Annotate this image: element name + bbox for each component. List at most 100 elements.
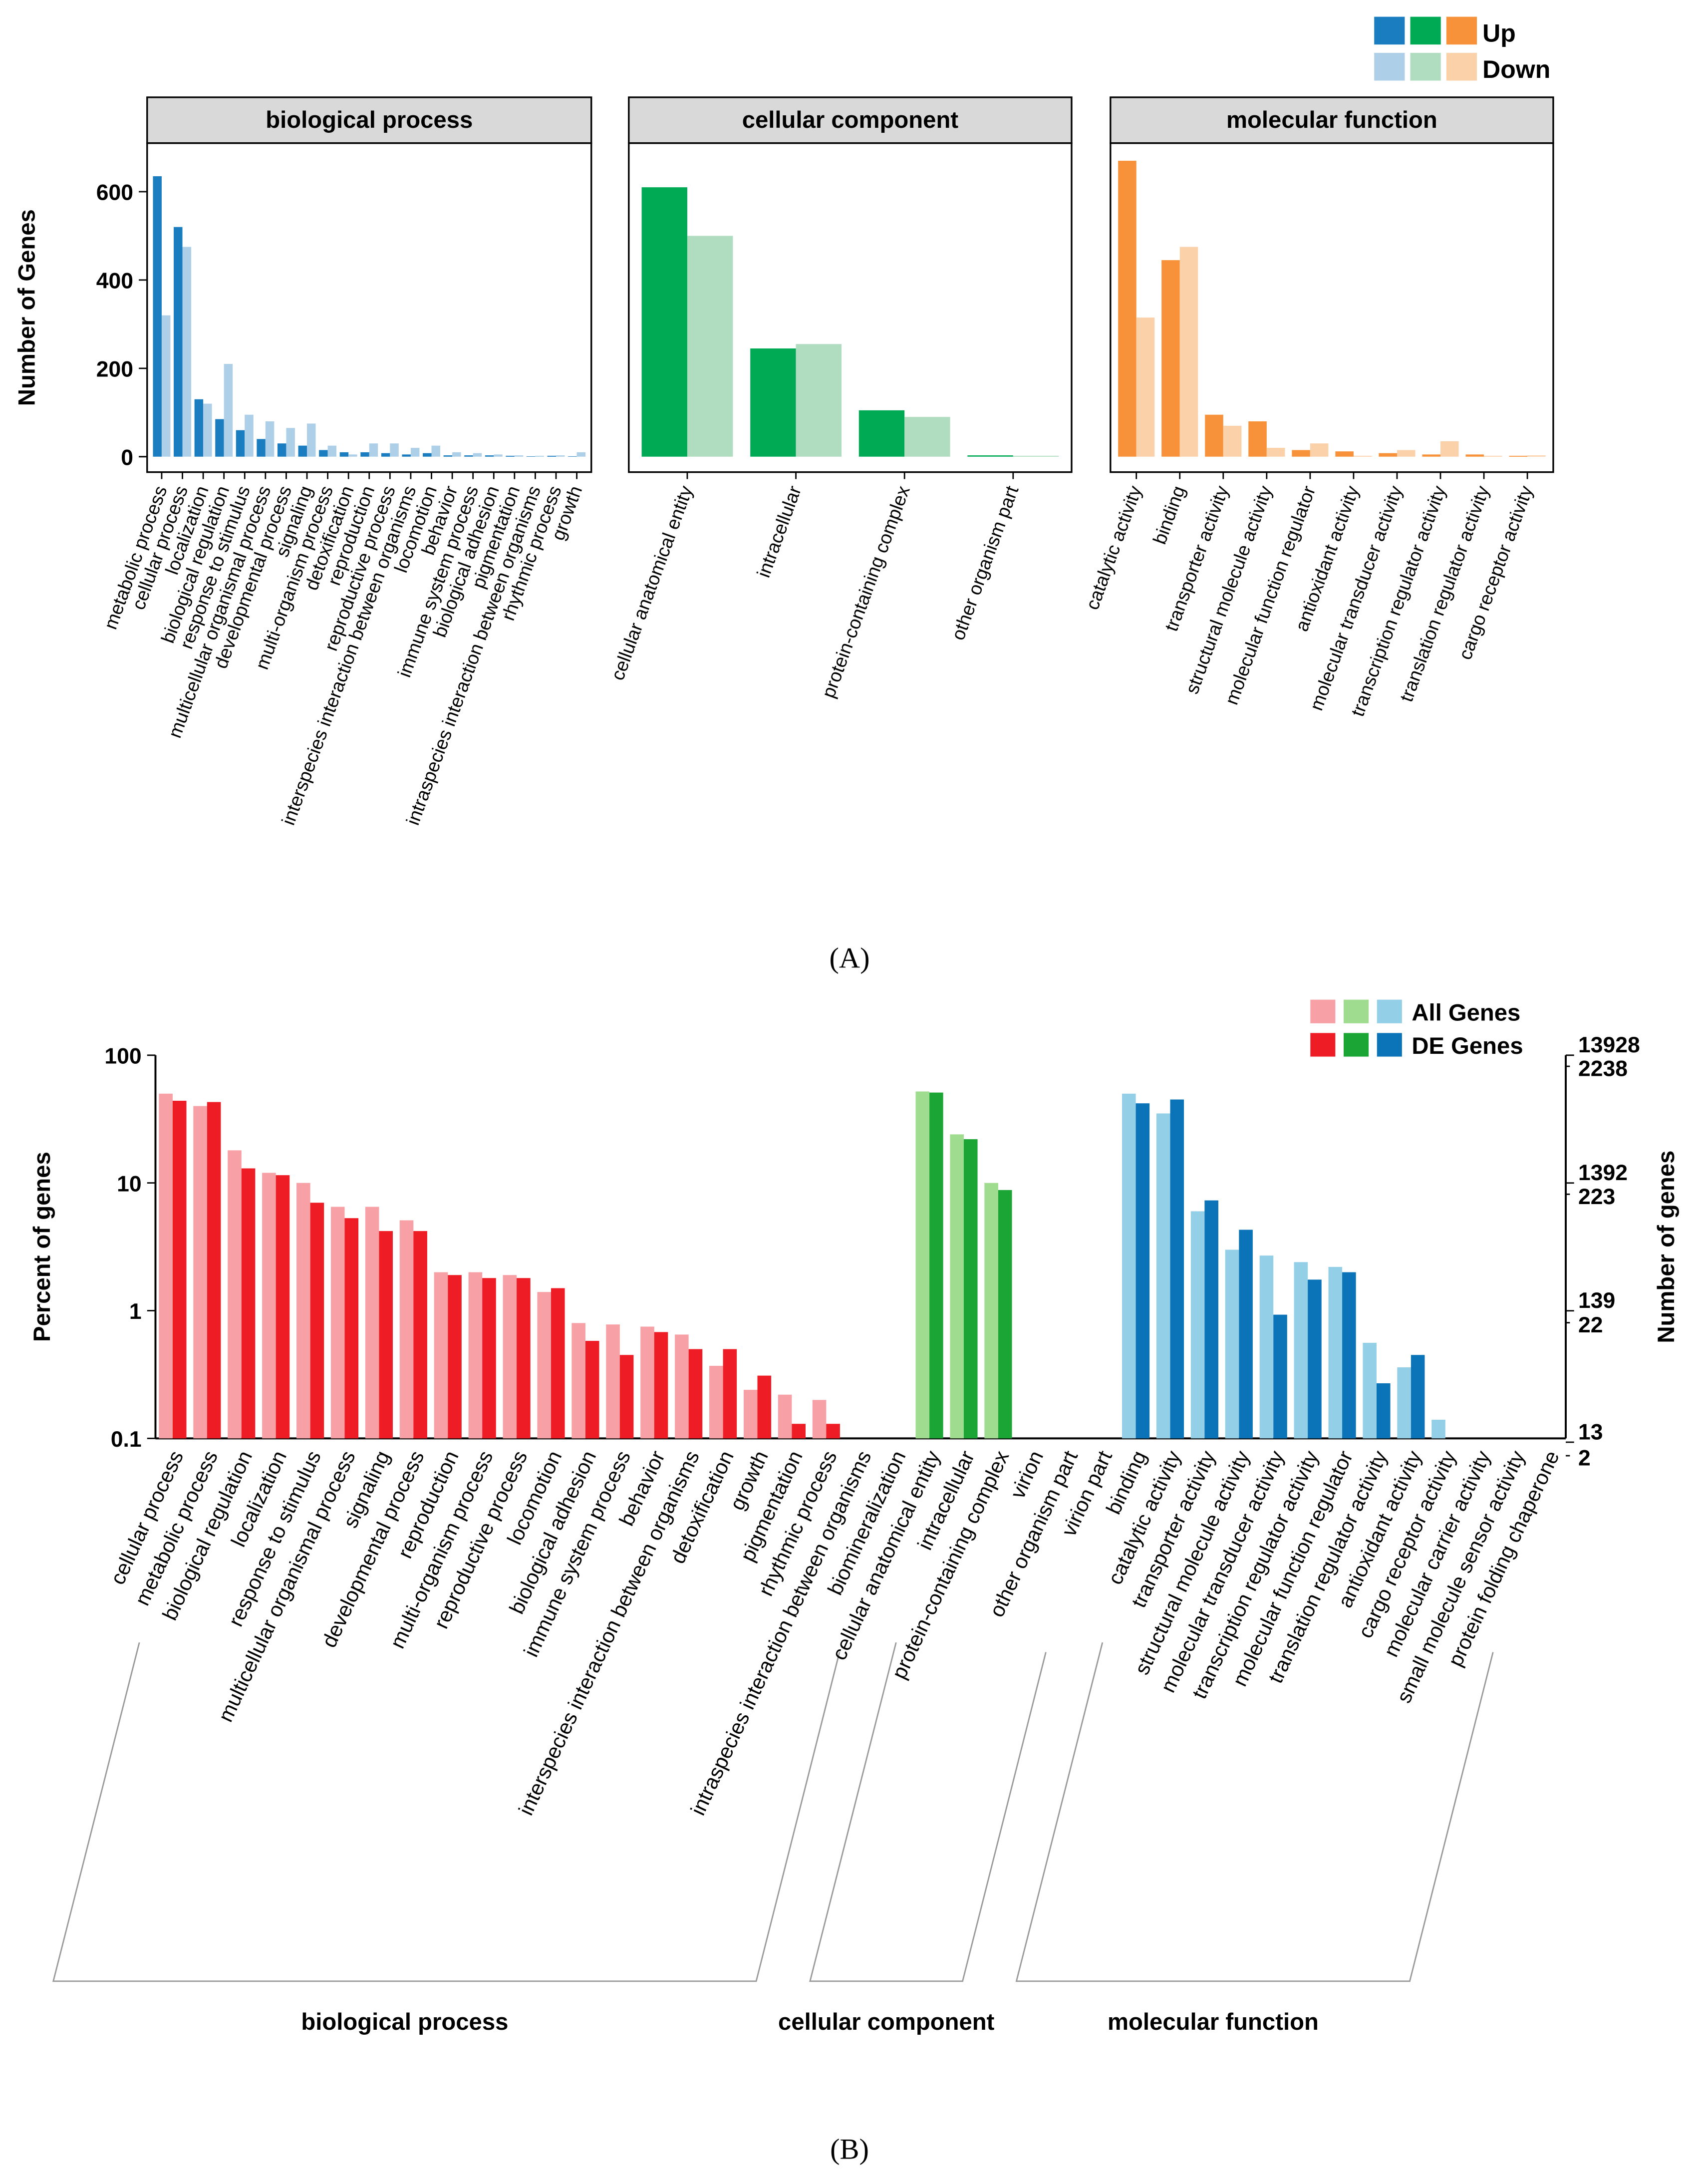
legend-swatch: [1310, 1033, 1336, 1057]
bar: [1266, 448, 1285, 457]
bar: [1411, 1355, 1425, 1439]
bar: [1376, 1383, 1391, 1439]
bar: [1509, 456, 1528, 457]
bracket: [52, 1642, 841, 1982]
bar: [431, 445, 440, 457]
legend-swatch: [1446, 16, 1477, 45]
bar: [1122, 1093, 1136, 1439]
bar: [904, 417, 950, 457]
bar: [245, 414, 254, 457]
y3-tick-label: 2: [1578, 1446, 1591, 1471]
bar: [307, 423, 316, 457]
bar: [153, 176, 162, 457]
bar: [443, 455, 453, 457]
legend-label: Up: [1482, 19, 1516, 47]
bar: [709, 1365, 723, 1439]
bar: [506, 456, 515, 457]
bar: [485, 455, 494, 457]
y-tick-label: 400: [96, 269, 133, 294]
legend-swatch: [1374, 52, 1405, 81]
bar: [1239, 1230, 1253, 1439]
x-tick-label: catalytic activity: [1082, 483, 1146, 613]
bar: [193, 1106, 207, 1439]
bar: [159, 1093, 173, 1439]
y-tick-label: 10: [117, 1172, 141, 1196]
bar: [286, 428, 295, 457]
bar: [390, 443, 399, 457]
bar: [344, 1218, 359, 1439]
bar: [537, 1292, 552, 1439]
bar: [1379, 453, 1397, 457]
bar: [963, 1139, 978, 1439]
y2-axis-label: Number of genes: [1653, 1151, 1680, 1343]
legend-swatch: [1374, 16, 1405, 45]
bar: [576, 452, 586, 457]
bar: [381, 453, 390, 457]
bar: [1527, 455, 1546, 457]
bar: [330, 1207, 345, 1439]
y2-tick-label: 13928: [1578, 1033, 1640, 1057]
bar: [1397, 450, 1416, 457]
facet-header: [146, 96, 592, 144]
bar: [468, 1272, 483, 1439]
bar: [296, 1183, 310, 1439]
x-tick-label: protein-containing complex: [818, 483, 914, 700]
facet-frame: [628, 142, 1073, 473]
bar: [535, 456, 544, 457]
facet-header: [1110, 96, 1554, 144]
bar: [826, 1424, 840, 1439]
bar: [723, 1349, 737, 1439]
bar: [1135, 1103, 1150, 1439]
bar: [1204, 1200, 1218, 1439]
facet-title: cellular component: [742, 107, 959, 133]
bar: [796, 344, 842, 457]
bar: [526, 456, 536, 457]
legend-swatch: [1410, 16, 1441, 45]
bar: [1259, 1255, 1274, 1439]
group-label: molecular function: [1108, 2009, 1319, 2035]
bar: [1170, 1099, 1184, 1439]
bar: [585, 1341, 599, 1439]
bar: [298, 445, 307, 457]
bar: [1136, 317, 1155, 457]
bar: [194, 399, 204, 457]
bar: [743, 1390, 758, 1439]
legend-swatch: [1377, 999, 1402, 1023]
bar: [1118, 161, 1136, 457]
bar: [514, 455, 524, 457]
bar: [1190, 1211, 1205, 1439]
bar: [1273, 1314, 1287, 1439]
bar: [929, 1092, 943, 1439]
y2-tick-label: 1392: [1578, 1161, 1628, 1185]
bar: [1342, 1272, 1356, 1439]
bar: [1156, 1113, 1170, 1439]
bar: [402, 454, 411, 457]
bar: [1294, 1262, 1308, 1439]
bar: [1225, 1249, 1239, 1439]
bar: [348, 454, 357, 457]
y-tick-label: 100: [104, 1044, 141, 1068]
legend-label: Down: [1482, 55, 1550, 83]
bar: [1292, 450, 1310, 457]
y-tick-label: 200: [96, 357, 133, 382]
legend-label: All Genes: [1412, 999, 1520, 1026]
bar: [182, 247, 191, 457]
group-label: biological process: [301, 2009, 508, 2035]
y-tick-label: 600: [96, 181, 133, 205]
legend-label: DE Genes: [1412, 1033, 1523, 1059]
bar: [161, 315, 171, 457]
bar: [687, 236, 733, 457]
bar: [277, 443, 286, 457]
y-tick-label: 0: [121, 445, 133, 470]
bar: [675, 1334, 689, 1439]
bar: [1205, 414, 1223, 457]
bar: [503, 1275, 517, 1439]
bar: [1431, 1419, 1445, 1439]
bar: [568, 456, 577, 457]
bar: [464, 455, 473, 457]
bar: [551, 1288, 565, 1439]
bar: [327, 445, 337, 457]
bar: [556, 455, 565, 457]
